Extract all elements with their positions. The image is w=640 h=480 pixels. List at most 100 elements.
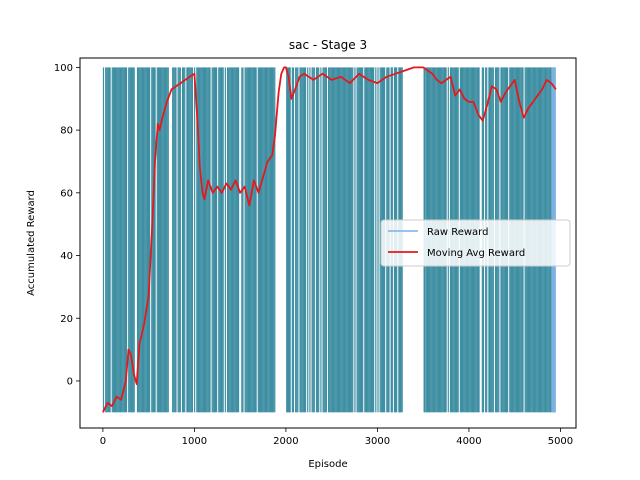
raw-reward-segment	[322, 67, 324, 413]
x-tick-label: 4000	[456, 436, 481, 447]
raw-reward-segment	[184, 67, 186, 413]
raw-reward-segment	[222, 67, 224, 413]
raw-reward-segment	[207, 67, 209, 413]
raw-reward-segment	[149, 67, 151, 413]
raw-reward-segment	[304, 67, 307, 413]
raw-reward-segment	[242, 67, 244, 413]
raw-reward-segment	[157, 67, 159, 413]
raw-reward-segment	[263, 67, 265, 413]
raw-reward-segment	[166, 67, 168, 413]
raw-reward-segment	[206, 67, 208, 413]
x-tick-label: 5000	[548, 436, 573, 447]
raw-reward-segment	[214, 67, 217, 413]
raw-reward-segment	[161, 67, 163, 413]
raw-reward-segment	[345, 67, 347, 413]
raw-reward-segment	[364, 67, 366, 413]
raw-reward-segment	[262, 67, 264, 413]
raw-reward-segment	[177, 67, 179, 413]
raw-reward-segment	[269, 67, 271, 413]
raw-reward-segment	[198, 67, 200, 413]
legend-label-moving-avg-reward: Moving Avg Reward	[427, 248, 525, 259]
raw-reward-segment	[156, 67, 158, 413]
raw-reward-segment	[132, 67, 134, 413]
raw-reward-segment	[179, 67, 181, 413]
raw-reward-segment	[254, 67, 256, 413]
raw-reward-segment	[247, 67, 250, 413]
y-axis-label: Accumulated Reward	[26, 190, 37, 296]
raw-reward-segment	[232, 67, 234, 413]
raw-reward-segment	[197, 67, 199, 413]
raw-reward-segment	[224, 67, 226, 413]
raw-reward-segment	[252, 67, 254, 413]
raw-reward-segment	[373, 67, 375, 413]
raw-reward-segment	[130, 67, 132, 413]
raw-reward-segment	[301, 67, 303, 413]
raw-reward-segment	[362, 67, 364, 413]
raw-reward-segment	[266, 67, 268, 413]
raw-reward-segment	[295, 67, 297, 413]
raw-reward-segment	[205, 67, 207, 413]
raw-reward-segment	[187, 67, 189, 413]
raw-reward-segment	[138, 67, 140, 413]
raw-reward-segment	[273, 67, 275, 413]
raw-reward-segment	[172, 67, 174, 413]
raw-reward-segment	[255, 67, 257, 413]
raw-reward-segment	[324, 67, 326, 413]
raw-reward-segment	[250, 67, 252, 413]
raw-reward-segment	[194, 67, 196, 413]
raw-reward-segment	[119, 67, 121, 413]
raw-reward-segment	[334, 67, 336, 413]
raw-reward-segment	[297, 67, 299, 413]
raw-reward-segment	[133, 67, 135, 413]
raw-reward-segment	[196, 67, 198, 413]
raw-reward-segment	[118, 67, 120, 413]
raw-reward-segment	[124, 67, 127, 413]
series-moving-avg-reward-line	[102, 66, 557, 413]
raw-reward-segment	[163, 67, 165, 413]
raw-reward-segment	[270, 67, 273, 413]
raw-reward-segment	[200, 67, 202, 413]
raw-reward-segment	[347, 67, 349, 413]
y-tick-label: 0	[67, 376, 73, 387]
raw-reward-segment	[218, 67, 220, 413]
raw-reward-segment	[348, 67, 351, 413]
raw-reward-segment	[268, 67, 270, 413]
x-tick-label: 1000	[182, 436, 207, 447]
raw-reward-segment	[140, 67, 142, 413]
y-tick-label: 40	[60, 251, 73, 262]
raw-reward-segment	[125, 67, 128, 413]
raw-reward-segment	[116, 67, 118, 413]
raw-reward-segment	[311, 67, 313, 413]
raw-reward-segment	[220, 67, 222, 413]
raw-reward-segment	[228, 67, 230, 413]
raw-reward-segment	[173, 67, 175, 413]
raw-reward-segment	[265, 67, 267, 413]
x-axis-label: Episode	[308, 459, 347, 470]
raw-reward-segment	[342, 67, 344, 413]
raw-reward-segment	[199, 67, 201, 413]
y-tick-label: 80	[60, 126, 73, 137]
raw-reward-segment	[165, 67, 167, 413]
raw-reward-segment	[190, 67, 192, 413]
raw-reward-segment	[233, 67, 235, 413]
raw-reward-segment	[315, 67, 318, 413]
raw-reward-segment	[215, 67, 218, 413]
raw-reward-segment	[377, 67, 379, 413]
raw-reward-segment	[221, 67, 223, 413]
raw-reward-segment	[365, 67, 367, 413]
raw-reward-segment	[325, 67, 328, 413]
raw-reward-segment	[229, 67, 231, 413]
raw-reward-segment	[358, 67, 360, 413]
raw-reward-segment	[258, 67, 261, 413]
raw-reward-segment	[271, 67, 274, 413]
raw-reward-segment	[253, 67, 255, 413]
raw-reward-segment	[231, 67, 233, 413]
raw-reward-segment	[261, 67, 263, 413]
raw-reward-segment	[139, 67, 141, 413]
raw-reward-segment	[366, 67, 368, 413]
raw-reward-segment	[167, 67, 169, 413]
raw-reward-segment	[145, 67, 147, 413]
raw-reward-segment	[146, 67, 149, 413]
raw-reward-segment	[106, 67, 108, 413]
raw-reward-segment	[302, 67, 304, 413]
